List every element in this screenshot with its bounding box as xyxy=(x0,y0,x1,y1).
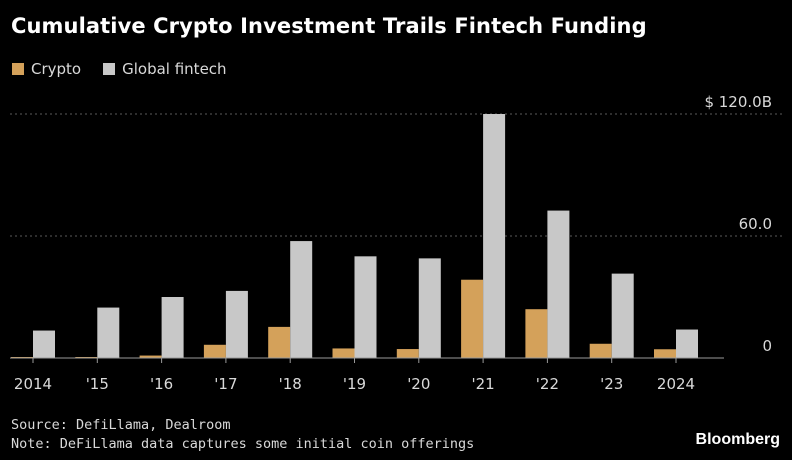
y-tick-label: 60.0 xyxy=(739,215,772,233)
y-tick-label: $ 120.0B xyxy=(704,93,772,111)
x-tick-label: '21 xyxy=(471,375,494,393)
y-tick-label: 0 xyxy=(762,337,772,355)
bar-crypto xyxy=(396,349,419,358)
bar-crypto xyxy=(139,355,162,358)
legend-swatch-fintech xyxy=(103,63,116,75)
x-tick-label: '20 xyxy=(407,375,430,393)
x-tick-label: 2024 xyxy=(657,375,695,393)
legend-item-fintech: Global fintech xyxy=(103,60,227,78)
bar-fintech xyxy=(290,241,313,358)
x-tick-label: '16 xyxy=(150,375,173,393)
bar-crypto xyxy=(589,343,612,358)
legend-swatch-crypto xyxy=(12,63,24,75)
x-tick-label: '17 xyxy=(214,375,237,393)
bar-fintech xyxy=(354,256,377,358)
bar-crypto xyxy=(654,349,676,358)
bar-crypto xyxy=(268,326,291,358)
x-tick-label: '15 xyxy=(86,375,109,393)
chart-title: Cumulative Crypto Investment Trails Fint… xyxy=(11,14,647,38)
bar-fintech xyxy=(547,210,570,358)
x-tick-label: '23 xyxy=(600,375,623,393)
bar-crypto xyxy=(332,348,355,358)
x-tick-label: '18 xyxy=(279,375,302,393)
bar-crypto xyxy=(461,279,484,358)
chart-legend: Crypto Global fintech xyxy=(12,60,227,78)
bar-fintech xyxy=(225,290,248,358)
bar-fintech xyxy=(33,330,55,358)
x-tick-label: '19 xyxy=(343,375,366,393)
bar-fintech xyxy=(97,307,120,358)
bar-fintech xyxy=(418,258,441,358)
x-tick-label: 2014 xyxy=(14,375,52,393)
bar-fintech xyxy=(161,297,184,358)
bar-fintech xyxy=(483,114,506,358)
bar-crypto xyxy=(525,309,548,358)
x-tick-label: '22 xyxy=(536,375,559,393)
bar-crypto xyxy=(203,344,226,358)
legend-label-crypto: Crypto xyxy=(31,60,82,78)
bar-fintech xyxy=(676,329,698,358)
bloomberg-logo: Bloomberg xyxy=(695,431,780,448)
data-note: Note: DeFiLlama data captures some initi… xyxy=(11,436,475,452)
source-note: Source: DefiLlama, Dealroom xyxy=(11,417,231,433)
chart-footer: Source: DefiLlama, Dealroom Note: DeFiLl… xyxy=(11,416,474,454)
bar-fintech xyxy=(611,273,634,358)
legend-label-fintech: Global fintech xyxy=(122,60,227,78)
legend-item-crypto: Crypto xyxy=(12,60,81,78)
